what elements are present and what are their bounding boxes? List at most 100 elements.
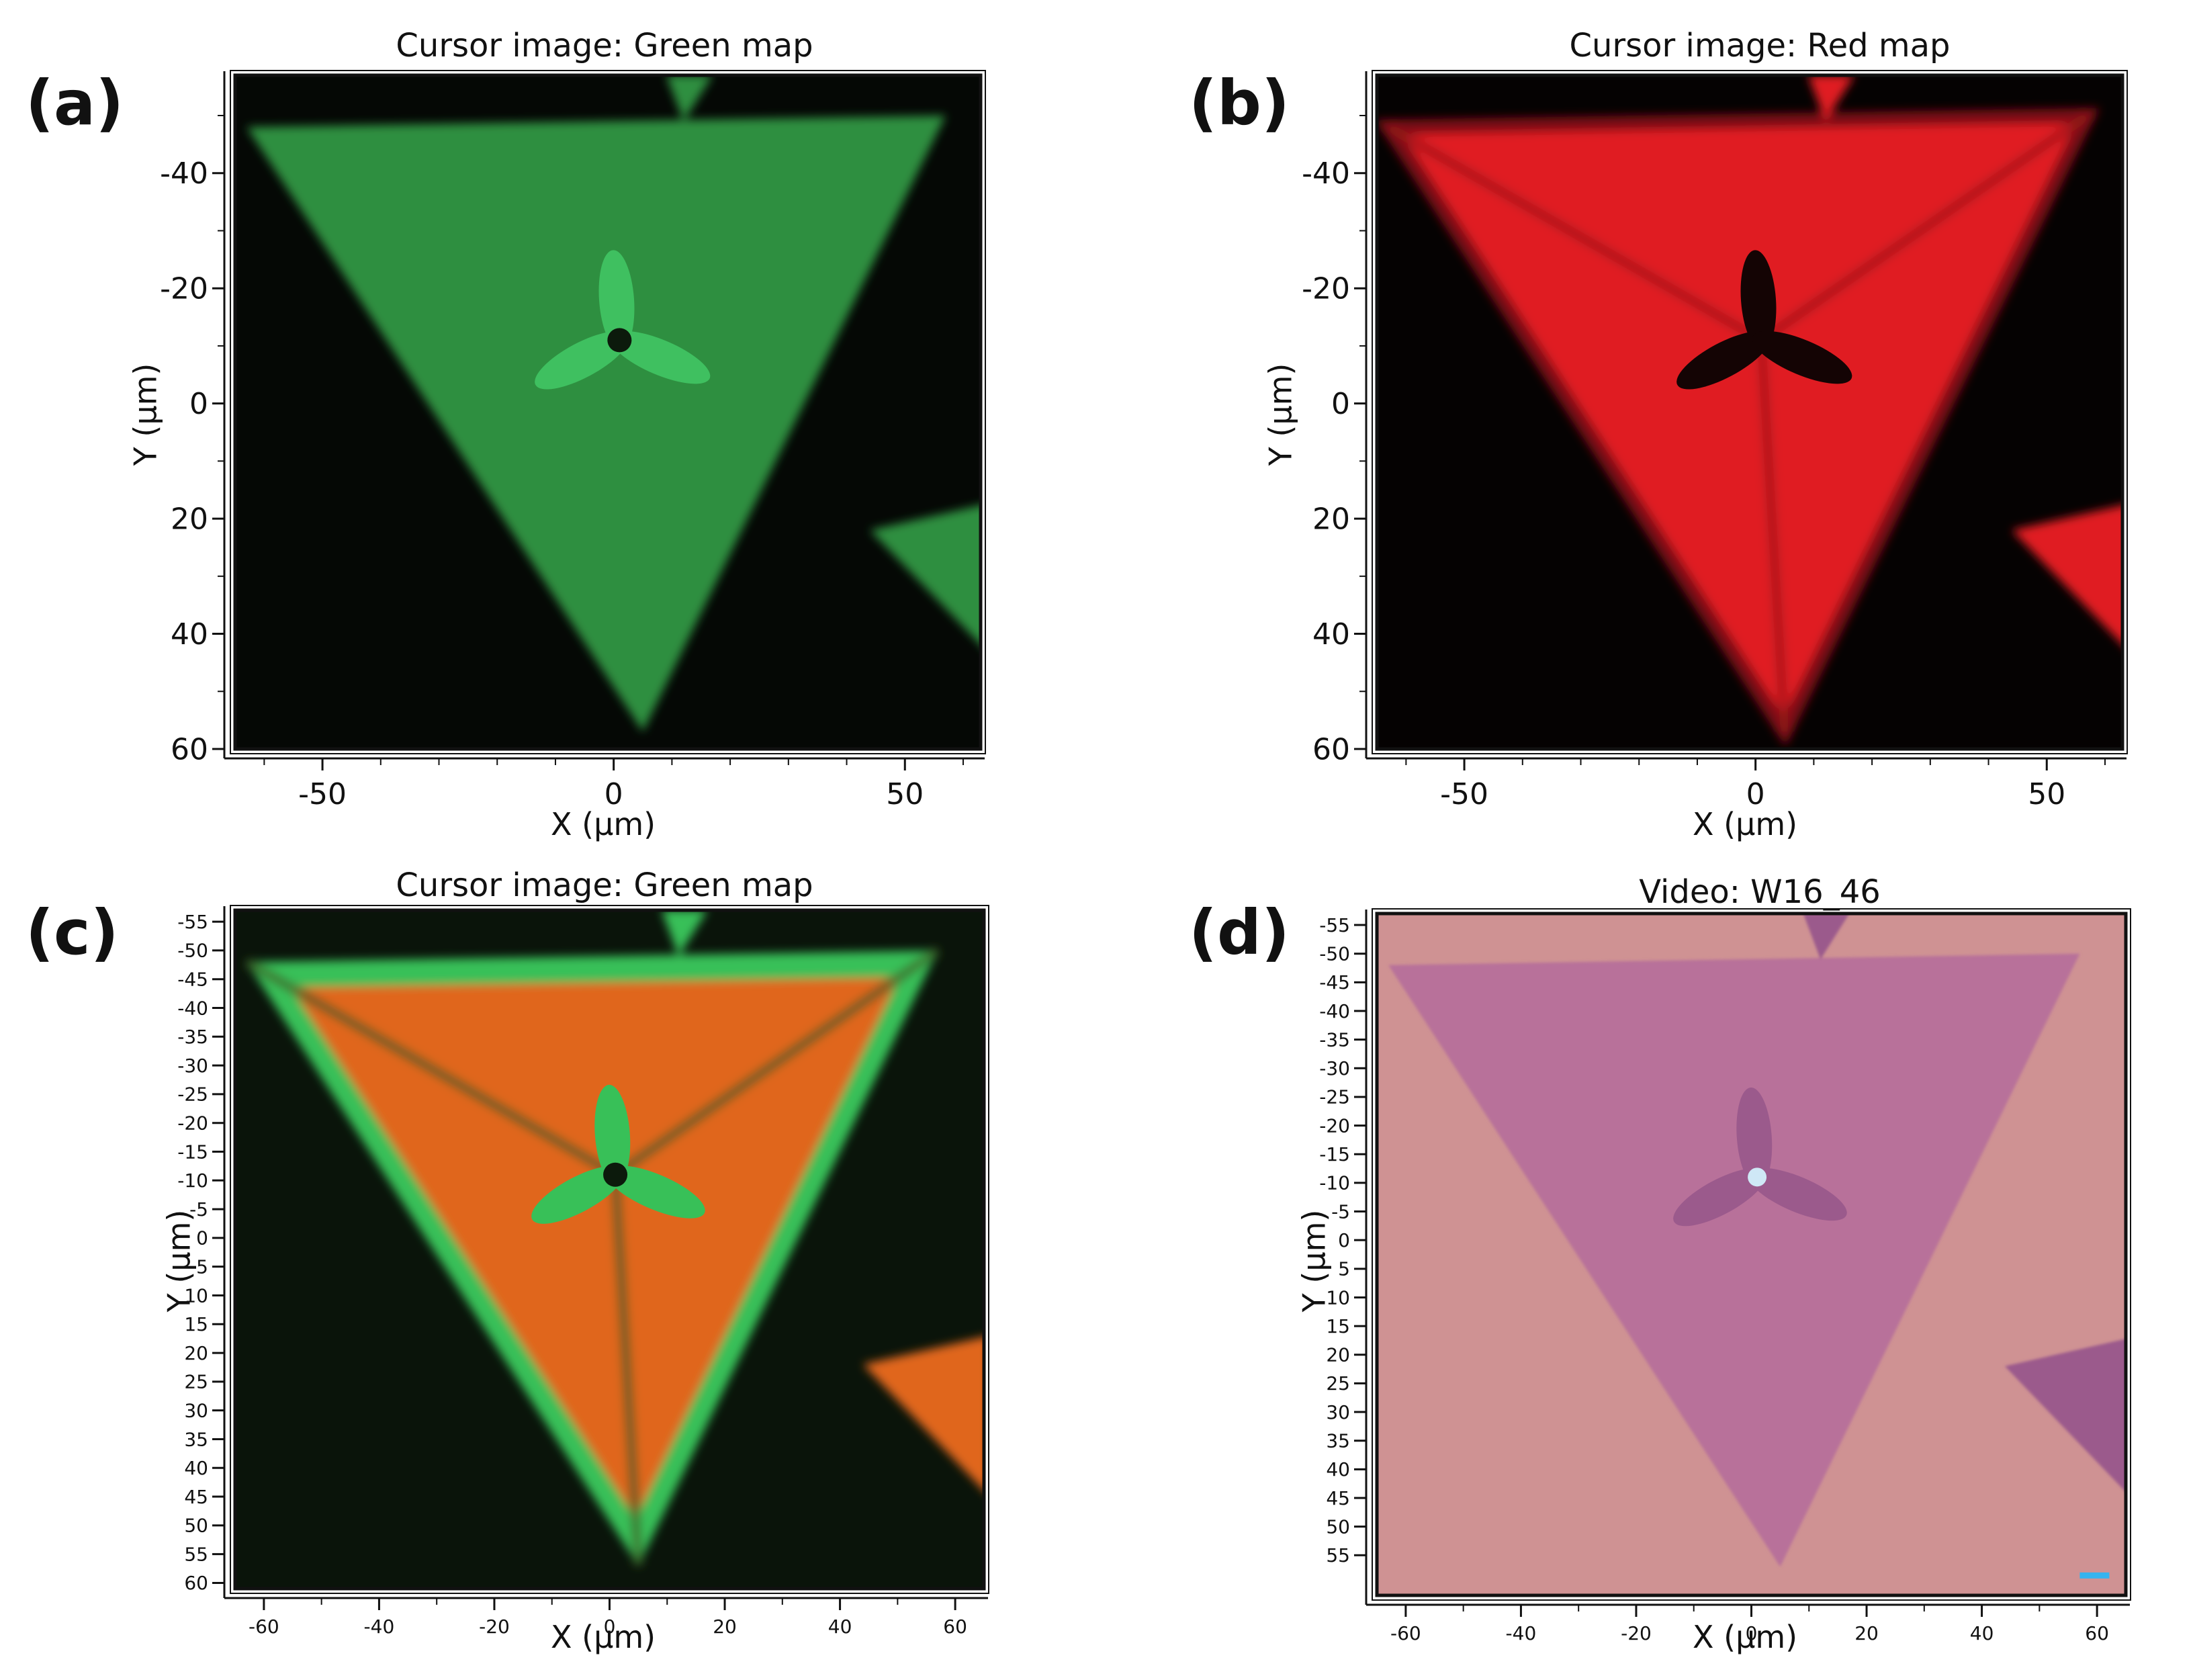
panel-title: Cursor image: Green map: [396, 27, 813, 64]
flake: [247, 116, 946, 732]
x-tick-label: 40: [1970, 1622, 1994, 1644]
y-tick-label: -10: [1319, 1172, 1350, 1194]
center-lobe: [535, 331, 629, 390]
y-tick-label: -30: [1319, 1057, 1350, 1079]
y-tick-label: 50: [184, 1515, 208, 1537]
y-tick-label: 20: [1312, 502, 1350, 536]
center-dot: [603, 1162, 628, 1187]
y-tick-label: 60: [1312, 732, 1350, 766]
x-axis-title: X (µm): [551, 806, 656, 842]
panel-title: Cursor image: Red map: [1569, 27, 1951, 64]
panel-label: (b): [1189, 67, 1290, 139]
y-tick-label: 45: [1326, 1487, 1350, 1509]
y-tick-label: 30: [184, 1399, 208, 1421]
y-tick-label: 5: [196, 1255, 208, 1278]
x-tick-label: -60: [249, 1616, 279, 1638]
scale-bar: [2079, 1572, 2110, 1579]
flake-layer: [1377, 75, 2122, 747]
center-lobe: [606, 1165, 705, 1219]
y-tick-label: -25: [1319, 1086, 1350, 1108]
x-tick-label: -40: [1506, 1622, 1537, 1644]
radial-line: [613, 946, 941, 1179]
plot-frame: [1375, 912, 2128, 1597]
y-tick-label: -35: [1319, 1028, 1350, 1051]
center-lobe: [531, 1165, 625, 1224]
x-axis-title: X (µm): [1693, 806, 1798, 842]
y-tick-label: -40: [160, 157, 208, 191]
y-tick-label: 45: [184, 1486, 208, 1508]
x-tick-label: 50: [886, 777, 924, 811]
y-tick-label: -45: [1319, 971, 1350, 993]
y-tick-label: 0: [1331, 387, 1350, 421]
map-image: [1377, 914, 2126, 1595]
x-tick-label: 20: [1854, 1622, 1879, 1644]
neighbor-flake: [661, 910, 708, 957]
neighbor-flake: [2004, 1339, 2126, 1493]
x-tick-label: -20: [1621, 1622, 1652, 1644]
center-lobe: [1673, 1168, 1766, 1227]
map-image: [1377, 75, 2122, 749]
y-tick-label: 40: [184, 1457, 208, 1479]
x-tick-label: -20: [479, 1616, 510, 1638]
y-tick-label: 55: [184, 1543, 208, 1565]
y-tick-label: -20: [177, 1112, 208, 1134]
flake: [291, 977, 899, 1519]
y-tick-label: 10: [184, 1284, 208, 1307]
y-tick-label: -20: [1302, 272, 1350, 306]
panel-label: (a): [26, 67, 124, 139]
y-tick-label: -30: [177, 1055, 208, 1077]
y-tick-label: 55: [1326, 1544, 1350, 1566]
map-image: [235, 75, 981, 749]
y-tick-label: 20: [1326, 1344, 1350, 1366]
flake: [1388, 953, 2080, 1567]
center-lobe: [1676, 331, 1771, 390]
y-tick-label: -50: [177, 940, 208, 962]
panel-label: (d): [1189, 897, 1290, 969]
y-tick-label: 40: [1312, 617, 1350, 652]
y-tick-label: 25: [184, 1371, 208, 1393]
y-tick-label: 40: [1326, 1458, 1350, 1480]
y-tick-label: 35: [1326, 1430, 1350, 1452]
y-tick-label: -40: [1302, 157, 1350, 191]
y-tick-label: -5: [189, 1198, 208, 1221]
y-tick-label: -25: [177, 1084, 208, 1106]
y-tick-label: -55: [1319, 914, 1350, 936]
flake-layer: [1388, 914, 2126, 1567]
y-tick-label: 25: [1326, 1372, 1350, 1395]
plot-frame-outer: [230, 905, 989, 1594]
neighbor-flake: [1803, 914, 1850, 960]
y-tick-label: 15: [184, 1313, 208, 1335]
y-tick-label: -40: [177, 997, 208, 1019]
y-tick-label: -20: [160, 272, 208, 306]
map-image: [235, 910, 984, 1589]
plot-frame-outer: [1372, 70, 2128, 754]
y-tick-label: 10: [1326, 1286, 1350, 1309]
y-tick-label: 20: [171, 502, 208, 536]
y-tick-label: -40: [1319, 1000, 1350, 1022]
y-tick-label: -15: [1319, 1143, 1350, 1165]
radial-line: [1758, 112, 2090, 345]
y-tick-label: -10: [177, 1169, 208, 1192]
x-tick-label: 60: [943, 1616, 967, 1638]
flake: [1388, 116, 2088, 732]
x-axis-title: X (µm): [551, 1619, 656, 1655]
y-tick-label: -20: [1319, 1114, 1350, 1137]
x-tick-label: 0: [605, 777, 623, 811]
y-tick-label: -50: [1319, 943, 1350, 965]
y-tick-label: 60: [184, 1572, 208, 1594]
y-tick-label: 15: [1326, 1315, 1350, 1337]
x-tick-label: -50: [298, 777, 347, 811]
panel-label: (c): [26, 897, 119, 969]
flake-layer: [247, 75, 981, 732]
x-tick-label: -50: [1440, 777, 1488, 811]
radial-line: [611, 1174, 643, 1566]
neighbor-flake: [1807, 75, 1855, 122]
plot-frame-outer: [1372, 908, 2131, 1601]
y-tick-label: -15: [177, 1141, 208, 1163]
y-tick-label: -5: [1331, 1200, 1350, 1223]
plot-frame: [1375, 73, 2124, 751]
plot-frame-outer: [230, 70, 986, 754]
bright-spot: [1748, 1167, 1767, 1187]
